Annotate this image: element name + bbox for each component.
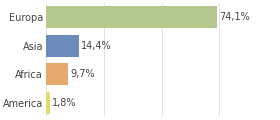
Bar <box>46 92 50 114</box>
Bar <box>46 63 68 85</box>
Bar <box>46 35 79 57</box>
Text: 14,4%: 14,4% <box>81 41 112 51</box>
Text: 1,8%: 1,8% <box>52 98 76 108</box>
Text: 74,1%: 74,1% <box>219 12 250 22</box>
Bar <box>46 6 217 28</box>
Text: 9,7%: 9,7% <box>70 69 95 79</box>
